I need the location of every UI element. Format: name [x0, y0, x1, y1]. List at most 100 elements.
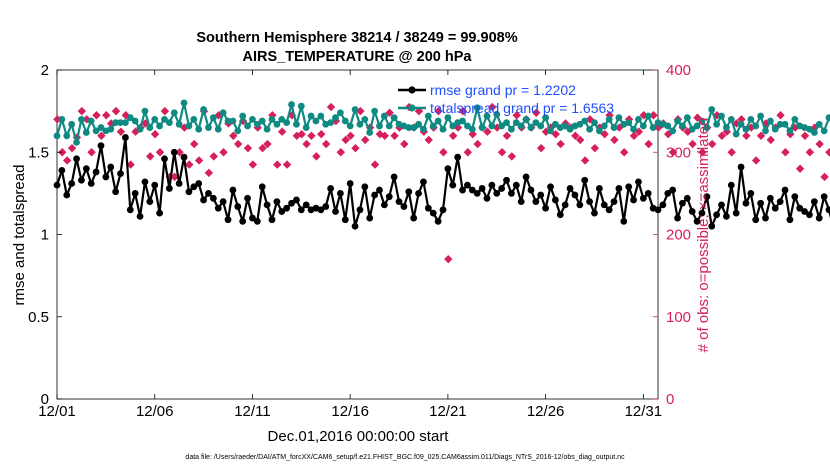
- obs-point: [194, 156, 204, 165]
- rmse-point: [170, 148, 178, 156]
- totalspread-point: [591, 119, 598, 127]
- obs-point: [556, 139, 565, 149]
- totalspread-point: [224, 117, 232, 125]
- rmse-point: [576, 201, 584, 209]
- totalspread-point: [332, 114, 339, 122]
- rmse-point: [639, 194, 647, 202]
- obs-point: [619, 148, 629, 157]
- rmse-point: [444, 165, 452, 173]
- obs-point: [497, 148, 507, 157]
- rmse-point: [68, 180, 76, 187]
- totalspread-point: [356, 120, 364, 128]
- totalspread-point: [566, 125, 574, 133]
- totalspread-point: [752, 122, 760, 130]
- obs-point: [629, 131, 639, 140]
- rmse-point: [293, 196, 300, 204]
- totalspread-point: [376, 122, 383, 130]
- rmse-point: [688, 208, 696, 215]
- legend-label-rmse: rmse grand pr = 1.2202: [430, 82, 576, 98]
- obs-point: [317, 129, 326, 139]
- obs-point: [424, 135, 433, 145]
- totalspread-point: [131, 117, 139, 125]
- totalspread-point: [449, 122, 457, 130]
- totalspread-point: [508, 125, 515, 133]
- y-left-tick-label: 1.5: [28, 144, 49, 161]
- rmse-point: [410, 214, 418, 222]
- rmse-point: [473, 189, 481, 197]
- y-right-tick-label: 200: [666, 227, 691, 244]
- rmse-point: [136, 213, 144, 220]
- totalspread-point: [361, 115, 369, 123]
- totalspread-point: [434, 117, 442, 125]
- totalspread-point: [718, 112, 725, 120]
- totalspread-point: [122, 119, 129, 127]
- totalspread-point: [293, 120, 300, 128]
- totalspread-point: [766, 117, 774, 125]
- obs-point: [82, 115, 91, 124]
- totalspread-point: [146, 124, 154, 131]
- totalspread-point: [527, 124, 535, 131]
- rmse-point: [483, 194, 491, 202]
- rmse-point: [283, 204, 291, 212]
- rmse-point: [336, 189, 344, 197]
- totalspread-point: [97, 124, 105, 131]
- totalspread-point: [771, 125, 779, 133]
- obs-point: [175, 148, 184, 157]
- totalspread-point: [810, 129, 818, 136]
- rmse-point: [239, 217, 247, 225]
- obs-point: [776, 111, 785, 120]
- totalspread-point: [713, 120, 721, 128]
- totalspread-point: [649, 124, 657, 131]
- rmse-point: [376, 186, 383, 194]
- obs-point: [766, 135, 775, 145]
- obs-point: [92, 111, 101, 120]
- totalspread-point: [762, 127, 769, 135]
- totalspread-point: [92, 127, 100, 135]
- obs-point: [688, 139, 697, 149]
- obs-point: [248, 160, 258, 169]
- rmse-point: [53, 181, 61, 189]
- totalspread-point: [209, 114, 217, 122]
- data-file-footnote: data file: /Users/raeder/DAI/ATM_forcXX/…: [185, 454, 625, 461]
- rmse-point: [786, 216, 794, 224]
- rmse-point: [195, 180, 203, 187]
- rmse-point: [757, 199, 765, 207]
- totalspread-point: [644, 112, 652, 120]
- obs-point: [302, 139, 311, 149]
- x-axis: 12/01 12/06 12/11 12/16 12/21 12/26 12/31: [38, 70, 662, 420]
- obs-point: [512, 111, 521, 120]
- totalspread-point: [561, 122, 569, 130]
- rmse-point: [351, 222, 359, 230]
- totalspread-point: [136, 125, 144, 133]
- rmse-point: [776, 198, 784, 206]
- rmse-point: [390, 173, 398, 181]
- obs-point: [791, 123, 800, 132]
- rmse-point: [151, 181, 159, 189]
- rmse-point: [249, 214, 256, 222]
- rmse-point: [302, 201, 310, 209]
- rmse-point: [234, 203, 242, 210]
- obs-point: [97, 131, 106, 140]
- obs-point: [800, 131, 810, 140]
- obs-point: [483, 127, 492, 136]
- totalspread-point: [229, 117, 237, 125]
- rmse-point: [806, 211, 813, 219]
- totalspread-point: [806, 125, 813, 133]
- totalspread-point: [390, 114, 398, 122]
- rmse-point: [366, 214, 374, 222]
- rmse-point: [146, 198, 154, 206]
- rmse-point: [185, 188, 193, 196]
- obs-point: [488, 102, 497, 112]
- rmse-point: [273, 198, 281, 206]
- rmse-point: [698, 209, 706, 217]
- obs-point: [615, 123, 624, 132]
- totalspread-point: [420, 125, 427, 133]
- totalspread-point: [244, 122, 251, 130]
- totalspread-point: [781, 120, 789, 128]
- obs-point: [351, 143, 360, 153]
- obs-point: [361, 135, 370, 145]
- rmse-point: [532, 198, 540, 206]
- obs-point: [380, 131, 389, 140]
- obs-point: [321, 139, 331, 149]
- rmse-point: [630, 196, 637, 204]
